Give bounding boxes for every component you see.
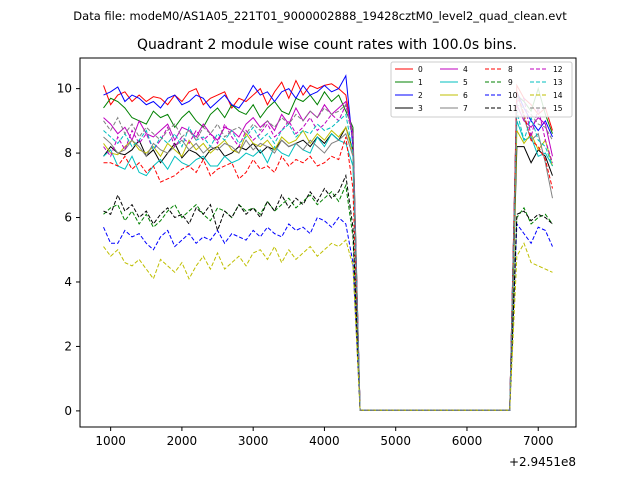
series-line-9: [103, 183, 553, 411]
legend-frame: [390, 61, 573, 118]
x-tick-label: 1000: [95, 434, 126, 448]
x-tick-label: 2000: [167, 434, 198, 448]
series-lines: [103, 74, 553, 411]
legend-label-9: 9: [508, 78, 513, 87]
legend-label-7: 7: [463, 104, 468, 113]
axes-frame: [79, 57, 577, 428]
y-tick-label: 8: [64, 146, 72, 160]
legend-label-5: 5: [463, 78, 468, 87]
chart-title: Quadrant 2 module wise count rates with …: [137, 37, 517, 53]
series-line-11: [103, 173, 553, 411]
legend-label-11: 11: [508, 104, 518, 113]
x-axis: 1000 2000 3000 4000 5000 6000 7000: [95, 427, 554, 448]
legend-label-15: 15: [553, 104, 563, 113]
x-tick-label: 5000: [380, 434, 411, 448]
y-axis: 0 2 4 6 8 10: [57, 82, 80, 418]
legend-label-12: 12: [553, 65, 563, 74]
legend-label-1: 1: [418, 78, 423, 87]
legend-label-4: 4: [463, 65, 468, 74]
legend-label-8: 8: [508, 65, 513, 74]
legend-label-3: 3: [418, 104, 423, 113]
series-line-15: [103, 103, 553, 411]
x-tick-label: 3000: [238, 434, 269, 448]
legend-label-0: 0: [418, 65, 423, 74]
legend-label-10: 10: [508, 91, 518, 100]
y-tick-label: 0: [64, 404, 72, 418]
y-tick-label: 2: [64, 339, 72, 353]
legend-label-6: 6: [463, 91, 468, 100]
legend-label-2: 2: [418, 91, 423, 100]
y-tick-label: 10: [57, 82, 72, 96]
x-tick-label: 6000: [452, 434, 483, 448]
legend-label-13: 13: [553, 78, 563, 87]
y-tick-label: 4: [64, 275, 72, 289]
x-axis-offset-label: +2.9451e8: [509, 455, 576, 469]
y-tick-label: 6: [64, 211, 72, 225]
x-tick-label: 7000: [523, 434, 554, 448]
figure-suptitle: Data file: modeM0/AS1A05_221T01_90000028…: [73, 9, 567, 23]
x-tick-label: 4000: [309, 434, 340, 448]
legend-label-14: 14: [553, 91, 563, 100]
series-line-14: [103, 239, 553, 411]
